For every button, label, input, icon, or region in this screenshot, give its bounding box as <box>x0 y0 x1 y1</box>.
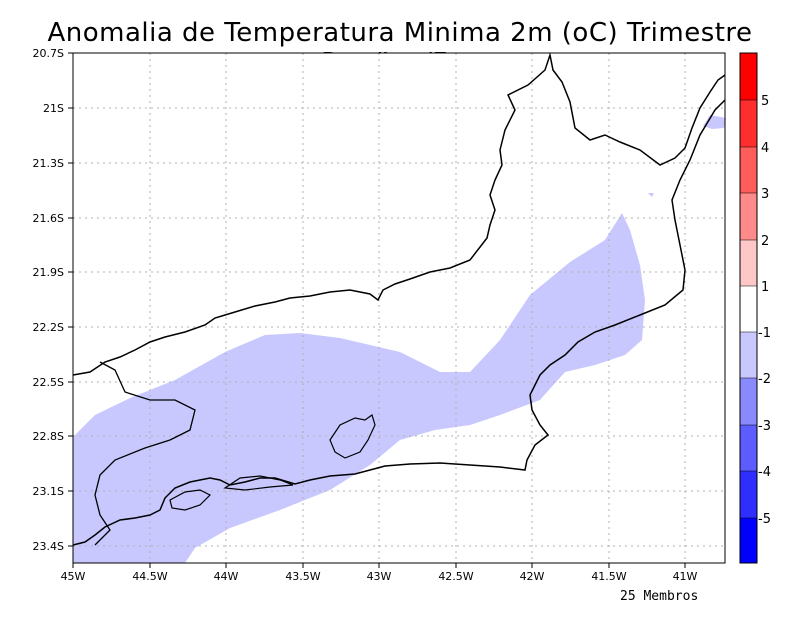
colorbar-label: 5 <box>761 94 769 109</box>
colorbar-label: 3 <box>761 187 769 202</box>
x-axis: 45W 44.5W 44W 43.5W 43W 42.5W 42W 41.5W … <box>61 563 698 583</box>
grid-lines <box>73 53 725 563</box>
anomaly-shading <box>73 213 645 563</box>
x-tick-label: 42W <box>520 570 545 583</box>
x-tick-label: 44W <box>214 570 239 583</box>
colorbar-swatch <box>740 332 757 378</box>
y-tick-label: 23.1S <box>33 485 64 498</box>
colorbar-swatch <box>740 518 757 563</box>
colorbar-swatch <box>740 193 757 240</box>
sepetiba-outline <box>223 475 294 491</box>
colorbar-swatch <box>740 378 757 425</box>
colorbar-swatch <box>740 53 757 100</box>
y-tick-label: 23.4S <box>33 540 64 553</box>
colorbar-swatch <box>740 240 757 286</box>
y-tick-label: 21.6S <box>33 212 64 225</box>
y-tick-label: 21S <box>43 102 64 115</box>
colorbar-swatch <box>740 100 757 147</box>
colorbar-label: 1 <box>761 280 769 295</box>
x-tick-label: 43.5W <box>285 570 320 583</box>
anomaly-shading-dot <box>648 193 654 197</box>
y-tick-label: 22.5S <box>33 376 64 389</box>
x-tick-label: 41.5W <box>591 570 626 583</box>
members-label: 25 Membros <box>620 589 699 604</box>
state-boundary <box>72 52 726 376</box>
colorbar-swatch <box>740 425 757 471</box>
colorbar: 5 4 3 2 1 -1 -2 -3 -4 -5 <box>739 52 771 564</box>
y-axis: 20.7S 21S 21.3S 21.6S 21.9S 22.2S 22.5S … <box>33 47 73 553</box>
colorbar-label: 2 <box>761 234 769 249</box>
colorbar-swatch <box>740 286 757 332</box>
x-tick-label: 44.5W <box>132 570 167 583</box>
island-outline <box>169 489 212 511</box>
coastline <box>72 99 726 546</box>
colorbar-label: -2 <box>758 372 771 387</box>
colorbar-label: -1 <box>758 326 771 341</box>
anomaly-shading-ne <box>703 115 726 129</box>
colorbar-label: -5 <box>758 512 771 527</box>
colorbar-swatch <box>740 471 757 518</box>
colorbar-swatch <box>740 147 757 193</box>
y-tick-label: 21.9S <box>33 266 64 279</box>
y-tick-label: 21.3S <box>33 157 64 170</box>
western-boundary <box>94 361 196 546</box>
colorbar-label: 4 <box>761 141 769 156</box>
colorbar-label: -3 <box>758 419 771 434</box>
y-tick-label: 22.2S <box>33 321 64 334</box>
colorbar-label: -4 <box>758 465 771 480</box>
x-tick-label: 42.5W <box>438 570 473 583</box>
x-tick-label: 45W <box>61 570 86 583</box>
x-tick-label: 41W <box>673 570 698 583</box>
y-tick-label: 20.7S <box>33 47 64 60</box>
y-tick-label: 22.8S <box>33 430 64 443</box>
x-tick-label: 43W <box>367 570 392 583</box>
map-panel <box>72 52 726 564</box>
bay-outline <box>329 414 376 459</box>
